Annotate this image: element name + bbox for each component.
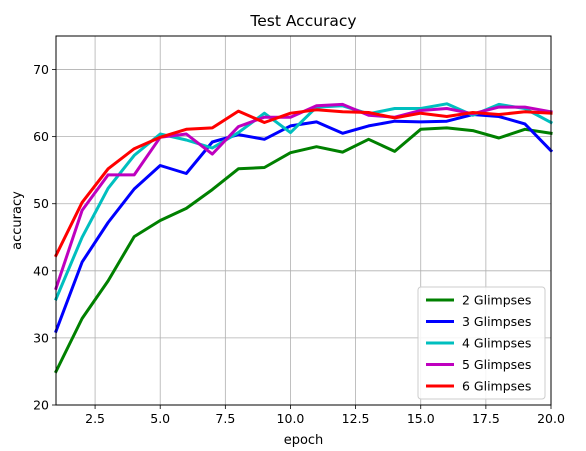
series-line-3-glimpses bbox=[54, 113, 554, 334]
x-tick-label: 17.5 bbox=[472, 411, 500, 426]
axis-ticks: 2.5 5.0 7.5 10.0 12.5 15.0 17.5 20.0 20 30 40 50 60 7… bbox=[33, 62, 565, 426]
x-tick-label: 7.5 bbox=[215, 411, 235, 426]
y-tick-label: 20 bbox=[33, 398, 49, 413]
legend-box bbox=[417, 286, 546, 400]
y-tick-label: 70 bbox=[33, 62, 49, 77]
x-axis-label: epoch bbox=[284, 433, 324, 448]
y-tick-label: 60 bbox=[33, 129, 49, 144]
series-line-6-glimpses bbox=[53, 108, 553, 258]
x-tick-label: 2.5 bbox=[85, 411, 105, 426]
x-tick-label: 20.0 bbox=[537, 411, 565, 426]
legend-label: 5 Glimpses bbox=[462, 357, 531, 372]
y-tick-label: 40 bbox=[33, 263, 49, 278]
x-tick-label: 10.0 bbox=[277, 411, 305, 426]
y-axis-label: accuracy bbox=[10, 191, 25, 250]
y-tick-label: 30 bbox=[33, 330, 49, 345]
legend-label: 3 Glimpses bbox=[462, 314, 531, 329]
series-lines bbox=[53, 102, 554, 374]
legend-label: 6 Glimpses bbox=[462, 379, 531, 394]
x-tick-label: 15.0 bbox=[407, 411, 435, 426]
legend: 2 Glimpses 3 Glimpses 4 Glimpses 5 Glimpses… bbox=[417, 286, 546, 400]
series-line-2-glimpses bbox=[53, 126, 553, 374]
chart-title: Test Accuracy bbox=[249, 12, 356, 30]
plot-area-frame bbox=[55, 35, 552, 406]
x-tick-label: 12.5 bbox=[342, 411, 370, 426]
x-tick-label: 5.0 bbox=[150, 411, 170, 426]
legend-label: 2 Glimpses bbox=[462, 293, 531, 308]
legend-label: 4 Glimpses bbox=[462, 336, 531, 351]
y-tick-label: 50 bbox=[33, 196, 49, 211]
